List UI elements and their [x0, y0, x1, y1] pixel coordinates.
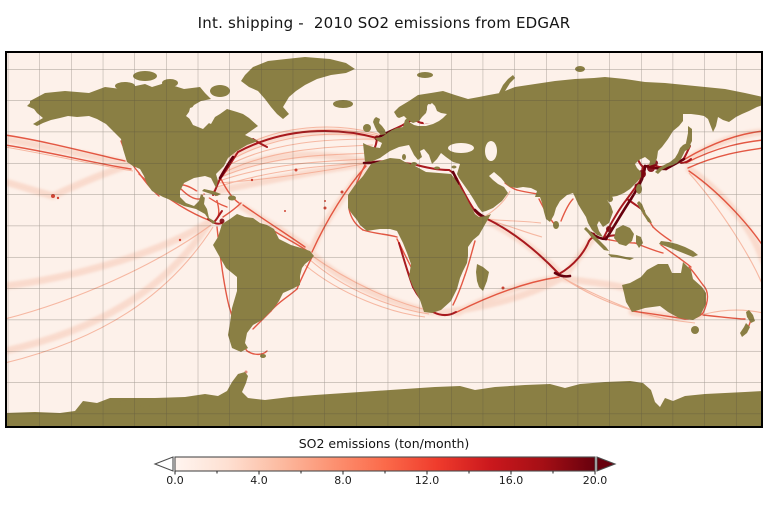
colorbar-tick-label-12: 12.0: [414, 474, 440, 487]
colorbar-extend-right-arrow: [596, 456, 617, 472]
map-border: [5, 51, 763, 428]
colorbar-tick-label-8: 8.0: [334, 474, 352, 487]
graticule-grid: [5, 51, 763, 428]
colorbar-label: SO2 emissions (ton/month): [298, 436, 470, 451]
colorbar-tick-label-20: 20.0: [582, 474, 608, 487]
world-map-canvas: [5, 51, 763, 428]
colorbar-gradient-bar: [174, 456, 596, 472]
colorbar: [153, 456, 617, 475]
colorbar-extend-left-arrow: [153, 456, 174, 472]
colorbar-tick-label-4: 4.0: [250, 474, 268, 487]
colorbar-ticks: [174, 471, 596, 475]
colorbar-tick-label-16: 16.0: [498, 474, 524, 487]
figure-title: Int. shipping - 2010 SO2 emissions from …: [197, 14, 571, 32]
colorbar-tick-label-0: 0.0: [166, 474, 184, 487]
